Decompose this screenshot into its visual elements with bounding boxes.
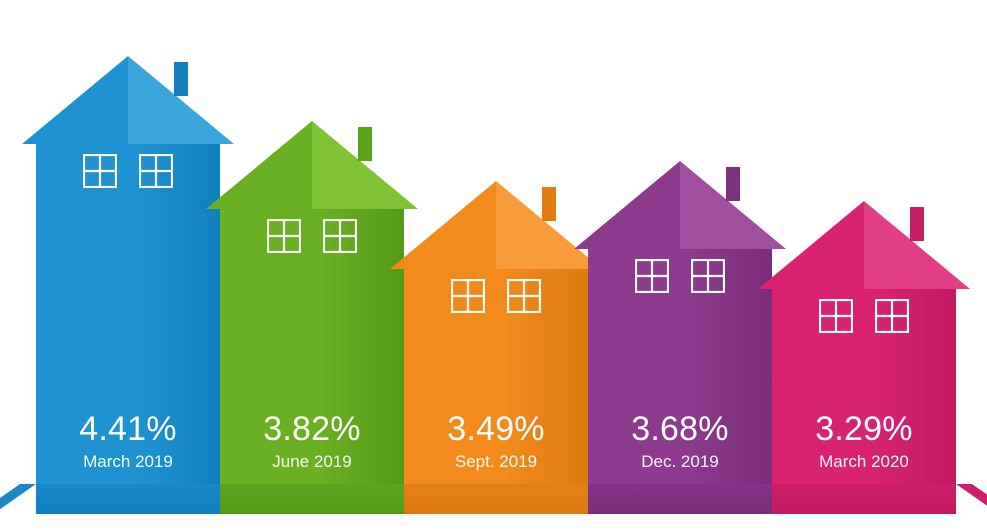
house-roof [574,161,786,249]
house-bar: 4.41% March 2019 [36,56,220,484]
window-icon [267,219,301,253]
base-cap-left [0,484,36,514]
house-value: 3.49% [404,412,588,448]
house-value: 3.29% [772,412,956,448]
house-chimney [726,167,740,201]
window-icon [507,279,541,313]
base-segment [36,484,220,514]
house-period: March 2020 [772,452,956,472]
house-labels: 4.41% March 2019 [36,412,220,472]
window-icon [635,259,669,293]
house-labels: 3.68% Dec. 2019 [588,412,772,472]
house-roof [22,56,234,144]
house-period: June 2019 [220,452,404,472]
base-segment [220,484,404,514]
house-period: March 2019 [36,452,220,472]
house-bar: 3.29% March 2020 [772,201,956,484]
base-strip [20,484,972,514]
house-windows [404,279,588,313]
house-labels: 3.82% June 2019 [220,412,404,472]
house-bar: 3.82% June 2019 [220,121,404,484]
base-segment [772,484,956,514]
window-icon [875,299,909,333]
window-icon [139,154,173,188]
house-bar-chart: 4.41% March 2019 3.82% June 2019 3.49% Sept… [0,0,987,532]
base-segment [588,484,772,514]
base-cap-right [956,484,987,514]
window-icon [323,219,357,253]
house-windows [36,154,220,188]
house-value: 3.68% [588,412,772,448]
house-chimney [910,207,924,241]
window-icon [451,279,485,313]
house-windows [772,299,956,333]
house-windows [588,259,772,293]
house-bar: 3.49% Sept. 2019 [404,181,588,484]
house-value: 3.82% [220,412,404,448]
house-chimney [174,62,188,96]
house-windows [220,219,404,253]
house-roof [758,201,970,289]
base-segment [404,484,588,514]
house-chimney [542,187,556,221]
house-bar: 3.68% Dec. 2019 [588,161,772,484]
house-roof [206,121,418,209]
house-labels: 3.49% Sept. 2019 [404,412,588,472]
window-icon [691,259,725,293]
house-chimney [358,127,372,161]
window-icon [819,299,853,333]
house-labels: 3.29% March 2020 [772,412,956,472]
house-period: Sept. 2019 [404,452,588,472]
window-icon [83,154,117,188]
house-value: 4.41% [36,412,220,448]
house-period: Dec. 2019 [588,452,772,472]
house-roof [390,181,602,269]
